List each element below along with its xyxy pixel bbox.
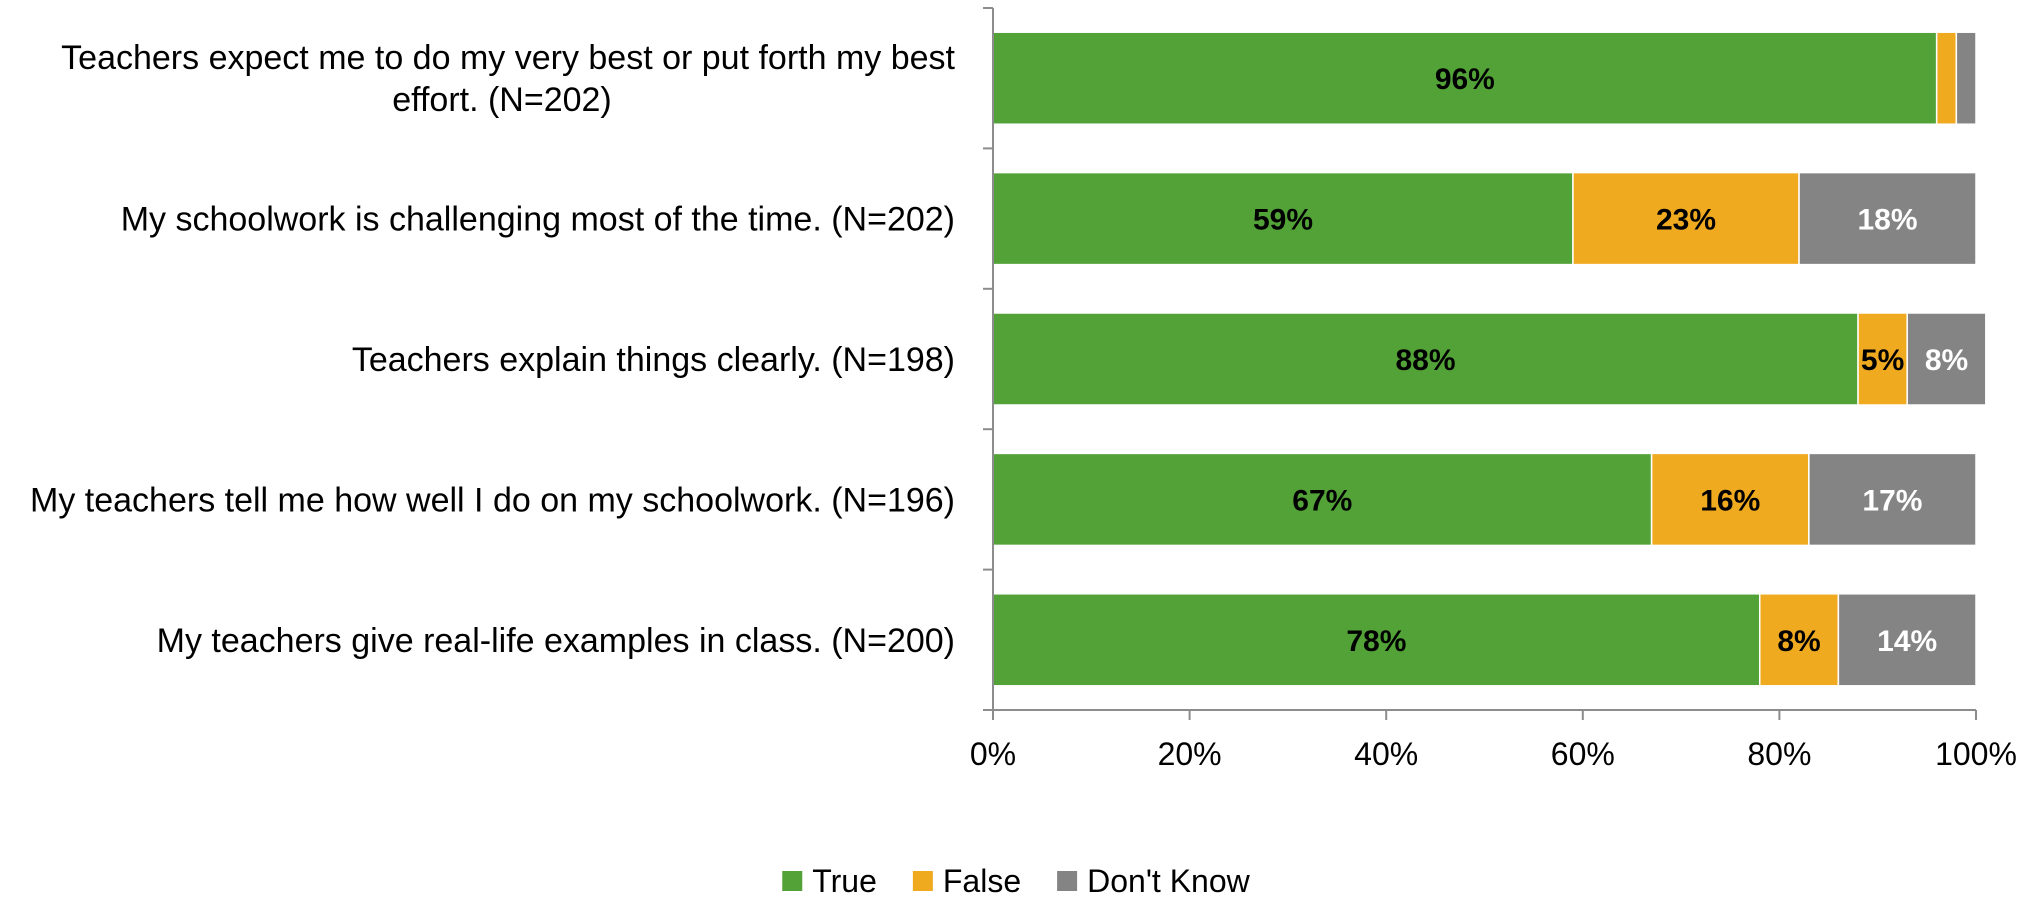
bar-true-0 [992, 31, 1938, 125]
axes-layer: 0% 20% 40% 60% 80% 100% [970, 7, 2017, 772]
x-tick-label: 20% [1158, 736, 1222, 772]
legend-swatch-false [912, 871, 933, 891]
data-label: 17% [1862, 484, 1922, 517]
category-label: My teachers tell me how well I do on my … [30, 481, 955, 519]
bar-false-1 [1572, 171, 1800, 266]
legend-label: True [812, 863, 877, 899]
data-label: 14% [1877, 625, 1937, 658]
data-label: 16% [1700, 484, 1760, 517]
x-tick-label: 40% [1354, 736, 1418, 772]
labels-layer: 96% Teachers expect me to do my very best… [30, 39, 1968, 660]
bar-don-t-know-3 [1808, 452, 1977, 547]
x-tick-label: 60% [1551, 736, 1615, 772]
bar-false-2 [1857, 312, 1908, 406]
bar-true-3 [992, 452, 1653, 547]
data-label: 23% [1656, 204, 1716, 237]
bar-true-2 [992, 312, 1859, 406]
bar-false-4 [1758, 593, 1840, 687]
bars-layer [992, 31, 1987, 687]
category-label: My schoolwork is challenging most of the… [121, 201, 955, 239]
bar-don-t-know-2 [1906, 312, 1987, 406]
legend-label: False [943, 863, 1021, 899]
data-label: 18% [1858, 204, 1918, 237]
bar-false-3 [1650, 452, 1810, 547]
legend: True False Don't Know [782, 863, 1251, 899]
bar-don-t-know-0 [1955, 31, 1977, 125]
category-label: Teachers expect me to do my very best or… [61, 39, 955, 77]
data-label: 8% [1925, 344, 1968, 377]
data-label: 8% [1777, 625, 1820, 658]
x-tick-label: 100% [1935, 736, 2017, 772]
data-label: 5% [1861, 344, 1904, 377]
data-label: 59% [1253, 204, 1313, 237]
category-label: Teachers explain things clearly. (N=198) [352, 341, 955, 379]
x-tick-label: 0% [970, 736, 1016, 772]
bar-false-0 [1935, 31, 1958, 125]
data-label: 96% [1435, 63, 1495, 96]
data-label: 78% [1346, 625, 1406, 658]
data-label: 67% [1292, 484, 1352, 517]
bar-don-t-know-1 [1798, 171, 1977, 266]
category-label: My teachers give real-life examples in c… [157, 622, 955, 660]
x-tick-label: 80% [1747, 736, 1811, 772]
category-label: effort. (N=202) [392, 81, 612, 119]
bar-don-t-know-4 [1837, 593, 1977, 687]
legend-label: Don't Know [1087, 863, 1251, 899]
legend-swatch-don-t-know [1057, 871, 1078, 891]
legend-swatch-true [782, 871, 803, 891]
data-label: 88% [1395, 344, 1455, 377]
bar-true-1 [992, 171, 1574, 266]
